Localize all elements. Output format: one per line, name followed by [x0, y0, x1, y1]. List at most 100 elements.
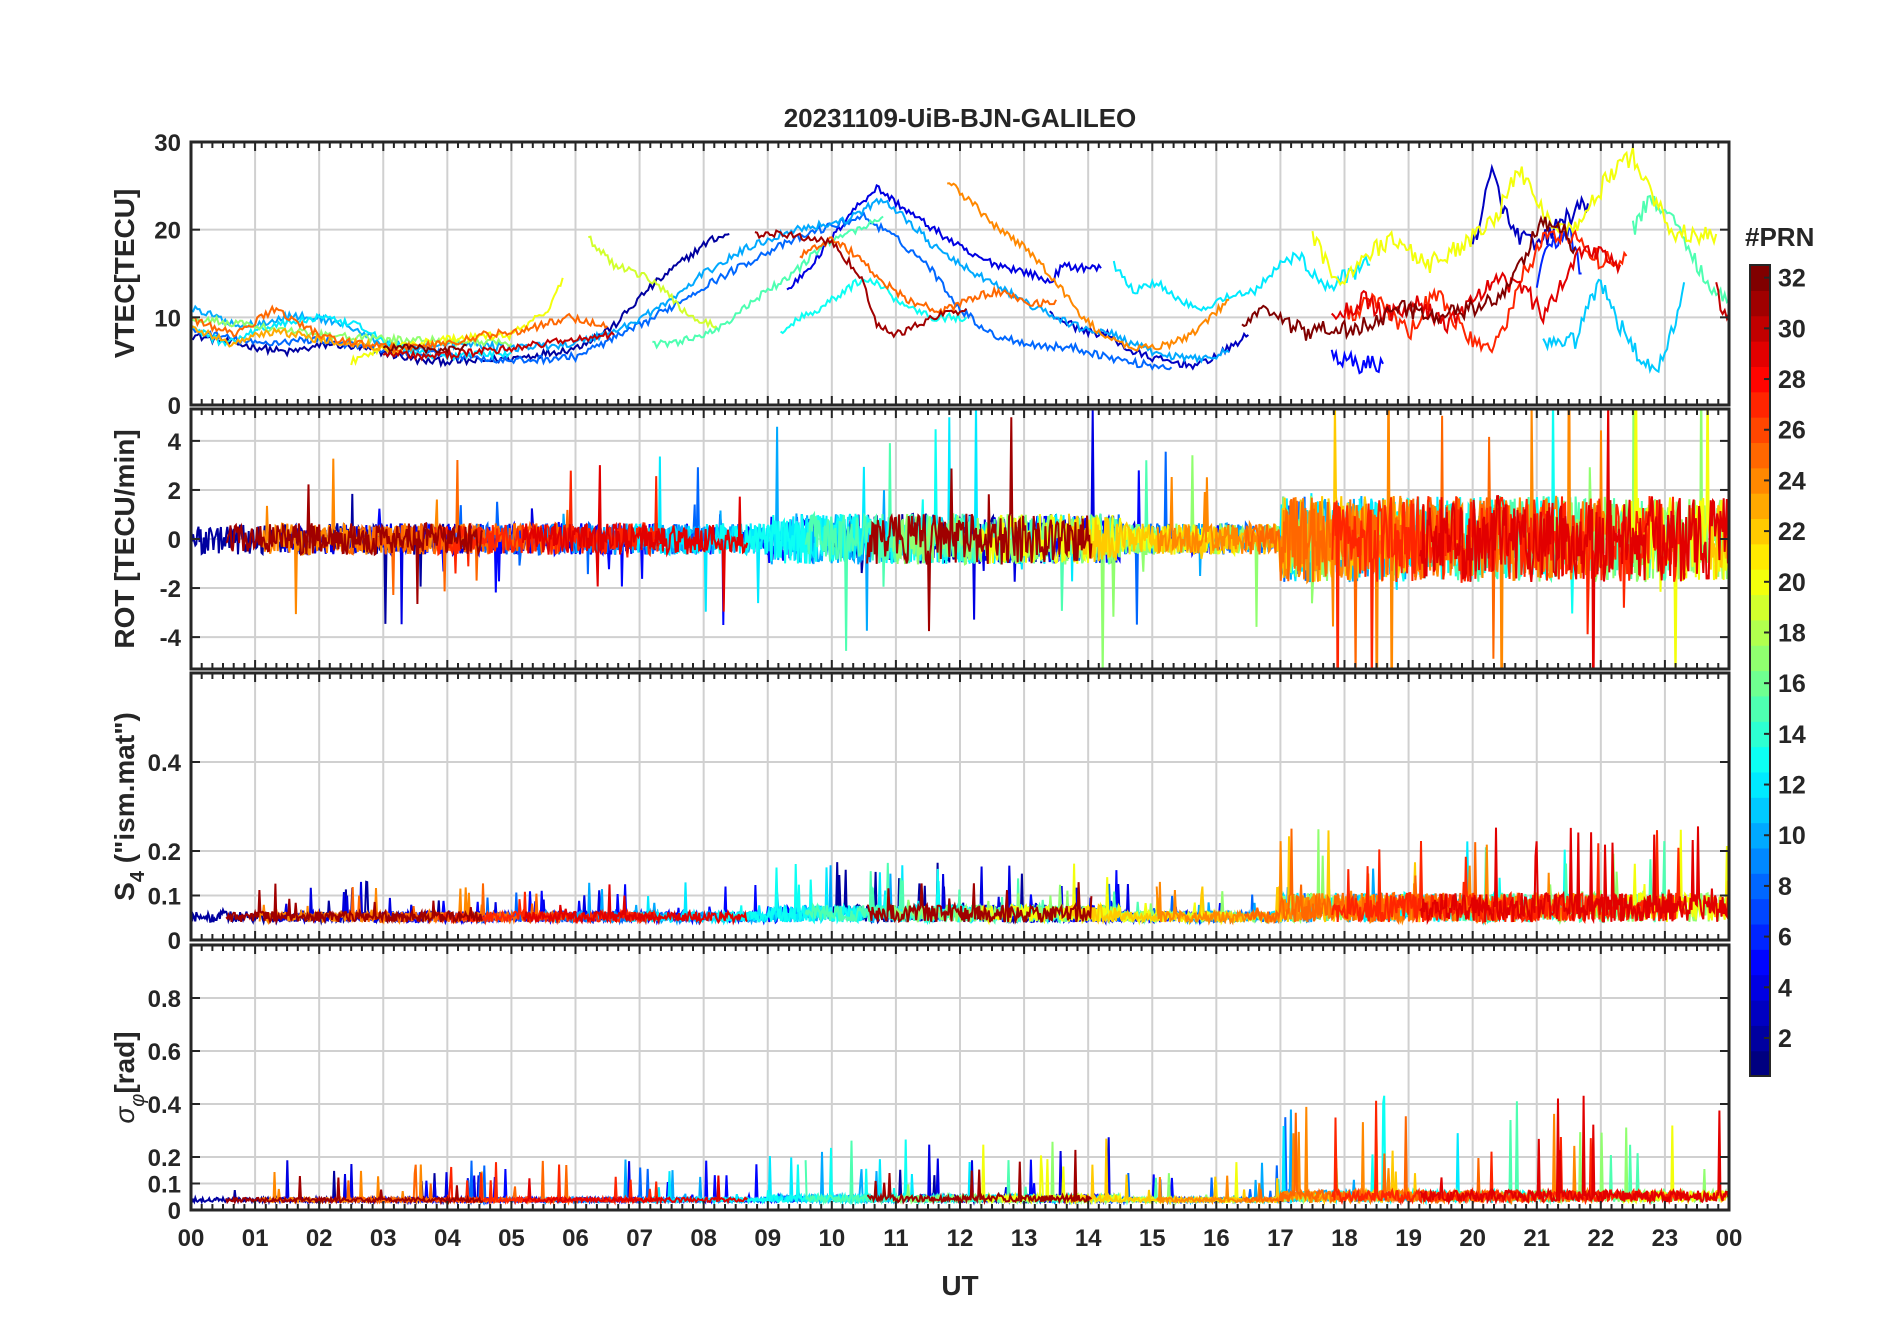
x-tick-label: 19: [1395, 1225, 1422, 1252]
colorbar-tick-label: 20: [1778, 569, 1806, 597]
x-tick-label: 05: [498, 1225, 525, 1252]
colorbar-segment: [1750, 999, 1770, 1026]
vtec-series-prn-25: [191, 304, 609, 354]
colorbar-tick-label: 32: [1778, 265, 1806, 293]
y-tick-label: 2: [168, 478, 181, 505]
colorbar-segment: [1750, 1050, 1770, 1077]
colorbar-segment: [1750, 290, 1770, 317]
x-tick-label: 17: [1267, 1225, 1294, 1252]
colorbar-label: #PRN: [1745, 222, 1814, 252]
x-tick-label: 13: [1011, 1225, 1038, 1252]
x-tick-label: 11: [883, 1225, 908, 1252]
sigma-series-prn-31: [225, 1175, 484, 1206]
rot-series-prn-31: [225, 484, 484, 605]
x-ticks: [190, 673, 1730, 940]
y-tick-label: 20: [154, 218, 181, 245]
vtec-series-prn-10: [191, 197, 1230, 364]
colorbar-segment: [1750, 746, 1770, 773]
colorbar-segment: [1750, 771, 1770, 798]
x-tick-label: 10: [818, 1225, 845, 1252]
y-tick-label: 10: [154, 305, 181, 332]
colorbar-segment: [1750, 797, 1770, 824]
vtec-series-prn-2: [191, 233, 730, 369]
vtec-series-prn-32: [382, 342, 467, 355]
y-axis-label: S4 ("ism.mat"): [109, 712, 149, 901]
colorbar-tick-label: 26: [1778, 417, 1806, 445]
colorbar-segment: [1750, 315, 1770, 342]
y-tick-label: 0: [168, 1198, 181, 1225]
sigma-series-prn-29: [522, 1175, 748, 1206]
y-tick-label: 0: [168, 928, 181, 955]
y-tick-label: 0: [168, 527, 181, 554]
colorbar-tick-label: 22: [1778, 518, 1806, 546]
vtec-series-prn-4: [786, 184, 1102, 291]
colorbar-tick-label: 28: [1778, 366, 1806, 394]
x-tick-label: 01: [242, 1225, 269, 1252]
rot-series-prn-31: [866, 417, 1093, 632]
vtec-series-prn-25: [799, 236, 1057, 318]
panel-s4: 0 0.1 0.2 0.4S4 ("ism.mat"): [109, 671, 1731, 955]
colorbar-segment: [1750, 619, 1770, 646]
chart-title: 20231109-UiB-BJN-GALILEO: [784, 103, 1137, 133]
y-tick-label: 0: [168, 393, 181, 420]
x-tick-label: 00: [178, 1225, 205, 1252]
x-tick-label: 16: [1203, 1225, 1230, 1252]
vtec-series-prn-30: [382, 329, 615, 362]
vtec-series-prn-15: [652, 215, 884, 350]
colorbar-segment: [1750, 391, 1770, 418]
colorbar-segment: [1750, 366, 1770, 393]
vtec-series-prn-13: [780, 277, 968, 335]
colorbar-segment: [1750, 949, 1770, 976]
s4-series-prn-31: [225, 883, 484, 925]
colorbar-frame: [1749, 264, 1771, 1077]
vtec-series-prn-3: [1471, 163, 1589, 251]
panel-vtec: 0 10 20 30 VTEC[TECU]: [109, 130, 1731, 420]
y-tick-label: -2: [160, 576, 181, 603]
x-tick-label: 14: [1075, 1225, 1102, 1252]
series-group: [191, 1095, 1729, 1206]
x-tick-label: 12: [947, 1225, 974, 1252]
x-axis-label: UT: [941, 1270, 978, 1301]
x-tick-label: 04: [434, 1225, 461, 1252]
x-tick-label: 18: [1331, 1225, 1358, 1252]
series-group: [191, 409, 1729, 669]
vtec-series-prn-31: [754, 229, 968, 339]
colorbar-segment: [1750, 695, 1770, 722]
colorbar-segment: [1750, 442, 1770, 469]
colorbar-tick-label: 18: [1778, 619, 1806, 647]
y-axis-label: ROT [TECU/min]: [109, 429, 140, 648]
y-tick-label: 0.1: [148, 884, 181, 911]
vtec-series-prn-19: [588, 235, 718, 329]
x-tick-label: 06: [562, 1225, 589, 1252]
sigma-series-prn-29: [1419, 1095, 1729, 1206]
colorbar-tick-label: 12: [1778, 772, 1806, 800]
x-tick-label: 08: [690, 1225, 717, 1252]
colorbar-segment: [1750, 974, 1770, 1001]
colorbar-segment: [1750, 670, 1770, 697]
colorbar-segment: [1750, 265, 1770, 291]
y-tick-label: 4: [168, 429, 182, 456]
colorbar-tick-label: 6: [1778, 924, 1792, 952]
x-tick-label: 00: [1716, 1225, 1743, 1252]
colorbar-segment: [1750, 721, 1770, 748]
s4-series-prn-29: [522, 884, 748, 926]
y-tick-label: 0.4: [148, 1092, 182, 1119]
y-axis-label: σφ[rad]: [109, 1031, 149, 1123]
colorbar-segment: [1750, 847, 1770, 874]
rot-series-prn-22: [1708, 498, 1729, 580]
x-tick-label: 02: [306, 1225, 333, 1252]
vtec-series-prn-11: [1542, 278, 1686, 375]
x-ticks: [190, 142, 1730, 405]
colorbar-tick-label: 24: [1778, 467, 1806, 495]
sigma-series-prn-24: [1156, 1106, 1607, 1206]
rot-series-prn-27: [1331, 496, 1686, 669]
series-group: [191, 147, 1729, 375]
y-tick-label: -4: [160, 625, 182, 652]
colorbar-segment: [1750, 341, 1770, 367]
vtec-series-prn-32: [1241, 215, 1577, 341]
vtec-series-prn-12: [1112, 250, 1371, 312]
x-tick-label: 15: [1139, 1225, 1166, 1252]
